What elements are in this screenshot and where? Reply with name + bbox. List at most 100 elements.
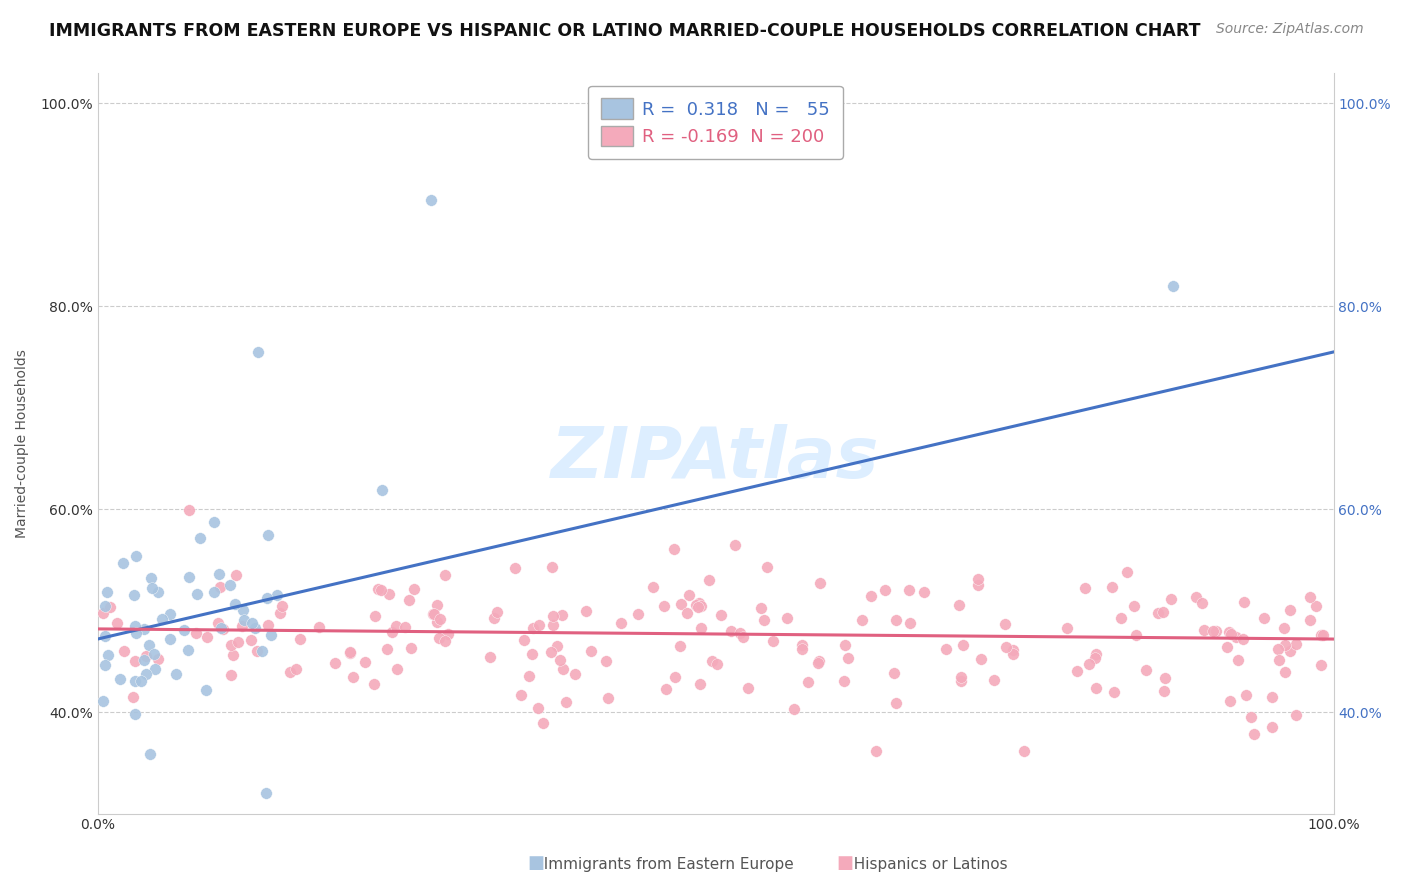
Point	[177, 643, 200, 657]
Point	[231, 619, 253, 633]
Point	[420, 193, 443, 207]
Point	[912, 585, 935, 599]
Text: IMMIGRANTS FROM EASTERN EUROPE VS HISPANIC OR LATINO MARRIED-COUPLE HOUSEHOLDS C: IMMIGRANTS FROM EASTERN EUROPE VS HISPAN…	[49, 22, 1201, 40]
Point	[364, 609, 387, 624]
Point	[720, 624, 742, 638]
Point	[380, 624, 402, 639]
Point	[252, 644, 274, 658]
Point	[1135, 663, 1157, 677]
Point	[112, 644, 135, 658]
Point	[371, 483, 394, 497]
Point	[762, 634, 785, 648]
Point	[1260, 720, 1282, 734]
Point	[96, 585, 118, 599]
Point	[797, 674, 820, 689]
Point	[139, 570, 162, 584]
Point	[664, 542, 686, 557]
Point	[950, 674, 973, 689]
Point	[886, 696, 908, 710]
Point	[731, 630, 754, 644]
Point	[111, 556, 134, 570]
Point	[108, 673, 131, 687]
Point	[546, 640, 568, 654]
Point	[1261, 690, 1284, 705]
Point	[1312, 627, 1334, 641]
Point	[146, 584, 169, 599]
Point	[685, 598, 707, 612]
Point	[1205, 624, 1227, 638]
Point	[131, 674, 153, 689]
Point	[141, 582, 163, 596]
Point	[1101, 580, 1123, 594]
Point	[1285, 637, 1308, 651]
Point	[834, 638, 856, 652]
Point	[91, 694, 114, 708]
Point	[105, 616, 128, 631]
Point	[256, 617, 278, 632]
Point	[1074, 582, 1097, 596]
Point	[207, 616, 229, 631]
Point	[423, 607, 446, 622]
Point	[1161, 279, 1184, 293]
Point	[949, 670, 972, 684]
Point	[851, 613, 873, 627]
Point	[1153, 683, 1175, 698]
Text: Immigrants from Eastern Europe: Immigrants from Eastern Europe	[534, 857, 794, 872]
Point	[482, 611, 505, 625]
Text: Source: ZipAtlas.com: Source: ZipAtlas.com	[1216, 22, 1364, 37]
Point	[1056, 621, 1078, 635]
Point	[749, 600, 772, 615]
Point	[983, 673, 1005, 687]
Point	[1014, 744, 1036, 758]
Point	[221, 667, 243, 681]
Point	[159, 632, 181, 646]
Text: ZIPAtlas: ZIPAtlas	[551, 424, 880, 492]
Point	[527, 701, 550, 715]
Point	[669, 597, 692, 611]
Point	[837, 650, 859, 665]
Point	[1299, 591, 1322, 605]
Point	[540, 645, 562, 659]
Point	[394, 620, 416, 634]
Point	[627, 607, 650, 622]
Point	[132, 653, 155, 667]
Point	[143, 662, 166, 676]
Point	[125, 549, 148, 563]
Point	[1191, 596, 1213, 610]
Point	[177, 570, 200, 584]
Point	[994, 640, 1017, 654]
Point	[783, 702, 806, 716]
Point	[1284, 707, 1306, 722]
Point	[165, 667, 187, 681]
Point	[184, 626, 207, 640]
Point	[98, 599, 121, 614]
Point	[398, 593, 420, 607]
Point	[1253, 611, 1275, 625]
Point	[270, 599, 292, 613]
Point	[575, 604, 598, 618]
Point	[256, 591, 278, 605]
Point	[339, 645, 361, 659]
Point	[728, 626, 751, 640]
Point	[194, 683, 217, 698]
Point	[426, 615, 449, 630]
Point	[832, 673, 855, 688]
Point	[285, 662, 308, 676]
Point	[179, 502, 201, 516]
Point	[664, 670, 686, 684]
Point	[1232, 632, 1254, 647]
Point	[219, 638, 242, 652]
Point	[1216, 640, 1239, 654]
Point	[132, 622, 155, 636]
Point	[224, 597, 246, 611]
Point	[186, 587, 208, 601]
Point	[197, 630, 219, 644]
Point	[124, 654, 146, 668]
Point	[700, 654, 723, 668]
Point	[135, 648, 157, 663]
Point	[401, 640, 423, 655]
Point	[1192, 623, 1215, 637]
Point	[1299, 613, 1322, 627]
Point	[1272, 621, 1295, 635]
Point	[121, 690, 143, 704]
